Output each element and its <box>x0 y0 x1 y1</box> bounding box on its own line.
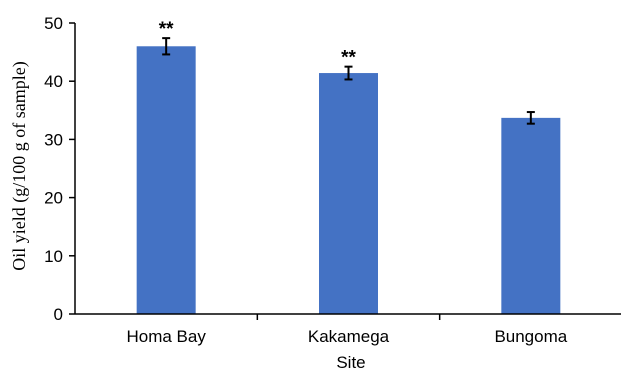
bar <box>319 73 378 314</box>
y-tick-label: 0 <box>54 305 63 324</box>
y-tick-label: 20 <box>44 189 63 208</box>
bar <box>136 46 196 314</box>
y-axis-title: Oil yield (g/100 g of sample) <box>9 61 30 270</box>
significance-label: ** <box>341 48 356 69</box>
y-tick-label: 30 <box>44 130 63 149</box>
error-bars <box>162 37 535 125</box>
x-axis: Homa Bay Kakamega Bungoma <box>75 313 621 346</box>
x-axis-title: Site <box>336 353 365 372</box>
y-tick-label: 40 <box>44 72 63 91</box>
bar <box>501 117 561 314</box>
y-tick-label: 10 <box>44 247 63 266</box>
x-tick-label: Bungoma <box>494 327 567 346</box>
significance-label: ** <box>159 19 174 40</box>
x-tick-label: Kakamega <box>308 327 390 346</box>
significance-markers: ** ** <box>159 19 357 69</box>
y-tick-label: 50 <box>44 14 63 33</box>
y-axis: 0 10 20 30 40 50 <box>44 14 76 324</box>
bars <box>136 46 561 314</box>
x-tick-label: Homa Bay <box>126 327 206 346</box>
